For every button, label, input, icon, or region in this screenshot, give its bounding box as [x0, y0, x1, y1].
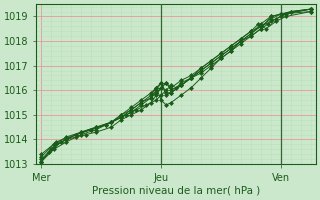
X-axis label: Pression niveau de la mer( hPa ): Pression niveau de la mer( hPa ): [92, 186, 260, 196]
